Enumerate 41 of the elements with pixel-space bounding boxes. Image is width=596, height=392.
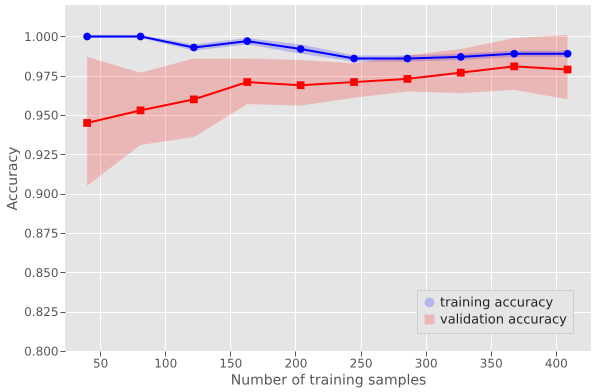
legend-label: validation accuracy: [440, 312, 568, 328]
point: [510, 62, 518, 70]
point: [296, 81, 305, 90]
point: [83, 32, 92, 40]
point: [190, 44, 198, 52]
y-tick-label: 0.850: [24, 266, 58, 280]
point: [456, 68, 465, 76]
point: [83, 119, 92, 127]
point: [136, 106, 144, 114]
y-tick-label: 0.975: [24, 69, 58, 84]
point: [350, 78, 358, 86]
x-tick-label: 300: [414, 356, 438, 370]
point: [404, 75, 412, 83]
y-tick-label: 0.800: [24, 344, 58, 358]
y-tick-label: 0.875: [24, 226, 58, 241]
y-tick-label: 0.900: [24, 187, 58, 202]
point: [510, 50, 518, 58]
x-tick-label: 150: [219, 356, 242, 370]
point: [296, 45, 305, 53]
x-tick-label: 400: [544, 356, 568, 370]
y-tick-label: 0.950: [24, 108, 58, 123]
x-tick-label: 250: [350, 356, 373, 370]
x-tick-label: 100: [154, 356, 178, 370]
y-tick-label: 0.825: [24, 305, 58, 320]
point: [350, 54, 358, 62]
point: [243, 37, 252, 46]
y-tick-label: 1.000: [24, 30, 58, 44]
y-tick-label: 0.925: [24, 148, 58, 162]
point: [564, 66, 572, 74]
point: [564, 50, 572, 58]
point: [243, 78, 252, 86]
legend-label: training accuracy: [440, 296, 554, 310]
x-tick-label: 50: [93, 356, 108, 370]
x-axis-title: Number of training samples: [230, 372, 426, 388]
point: [136, 32, 144, 40]
y-axis-title: Accuracy: [5, 146, 22, 210]
point: [404, 54, 412, 62]
x-tick-label: 350: [480, 356, 503, 370]
x-tick-label: 200: [284, 356, 308, 370]
point: [190, 95, 198, 104]
point: [456, 53, 465, 61]
